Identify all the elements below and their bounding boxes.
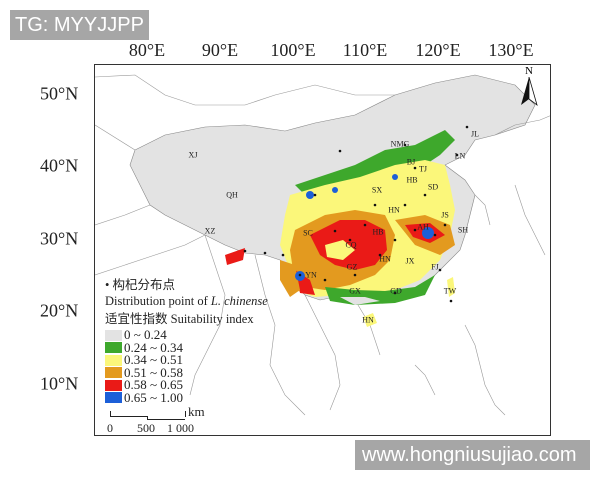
legend-class: 0.34 ~ 0.51 [105, 352, 268, 368]
distribution-points [243, 125, 469, 303]
province-label: HB [372, 227, 384, 237]
latitude-label: 10°N [40, 373, 79, 394]
province-label: NMG [390, 139, 410, 149]
legend-class: 0.58 ~ 0.65 [105, 377, 268, 393]
province-label: QH [226, 190, 238, 200]
legend-swatch [105, 329, 122, 341]
legend-class: 0 ~ 0.24 [105, 327, 268, 343]
longitude-label: 90°E [201, 40, 239, 60]
map-frame: XJ QH XZ NMG JL LN BJ TJ HB SX SD HN JS AH SH SC HB CQ HN J… [94, 64, 551, 436]
legend-swatch [105, 342, 122, 354]
longitude-label: 120°E [415, 40, 461, 60]
province-label: SC [303, 228, 313, 238]
province-label: TW [443, 286, 457, 296]
province-label: JX [405, 256, 415, 266]
legend: • 构杞分布点 Distribution point of L. chinens… [105, 277, 268, 435]
province-label: TJ [419, 164, 427, 174]
province-label: HN [388, 205, 400, 215]
legend-swatch [105, 354, 122, 366]
province-label: SD [427, 182, 439, 192]
province-label: FJ [431, 262, 439, 272]
watermark-top: TG: MYYJJPP [10, 10, 149, 40]
province-label: YN [305, 270, 317, 280]
province-label: JS [441, 210, 449, 220]
scale-bar: km 0 500 1 000 [105, 404, 225, 435]
legend-point-label: • 构杞分布点 [105, 278, 176, 292]
scale-tick-1000: 1 000 [167, 421, 194, 435]
province-label: GX [349, 286, 361, 296]
longitude-label: 80°E [128, 40, 166, 60]
latitude-label: 20°N [40, 300, 79, 321]
longitude-label: 130°E [488, 40, 534, 60]
longitude-label: 100°E [270, 40, 316, 60]
province-label: XZ [204, 226, 216, 236]
province-label: AH [417, 222, 429, 232]
province-label: GD [390, 286, 402, 296]
point-dot-icon: • [105, 278, 113, 292]
suitability-zones [225, 130, 455, 327]
legend-range: 0.51 ~ 0.58 [124, 364, 184, 380]
north-label: N [525, 65, 533, 77]
province-label: JL [471, 129, 479, 139]
north-arrow: N [517, 65, 541, 110]
latitude-label: 50°N [40, 83, 79, 104]
longitude-label: 110°E [342, 40, 388, 60]
scale-unit: km [188, 404, 205, 419]
scale-tick-0: 0 [107, 421, 113, 435]
legend-index-title: 适宜性指数 Suitability index [105, 312, 254, 326]
legend-range: 0.65 ~ 1.00 [124, 389, 184, 405]
province-label: GZ [346, 262, 358, 272]
province-label: SX [371, 185, 383, 195]
north-arrow-icon [521, 76, 538, 107]
legend-swatch [105, 379, 122, 391]
legend-class: 0.24 ~ 0.34 [105, 339, 268, 355]
country-borders [95, 74, 550, 416]
legend-range: 0 ~ 0.24 [124, 327, 167, 343]
legend-class: 0.65 ~ 1.00 [105, 389, 268, 405]
province-label: LN [454, 151, 466, 161]
legend-point-label-en: Distribution point of L. chinense [105, 294, 268, 308]
province-label: HN [362, 315, 374, 325]
legend-range: 0.24 ~ 0.34 [124, 339, 184, 355]
legend-classes: 0 ~ 0.24 0.24 ~ 0.34 0.34 ~ 0.51 0.51 ~ 0.5… [105, 327, 268, 405]
province-label: CQ [345, 240, 357, 250]
legend-class: 0.51 ~ 0.58 [105, 364, 268, 380]
legend-swatch [105, 392, 122, 404]
watermark-bottom: www.hongniusujiao.com [355, 440, 590, 470]
legend-swatch [105, 367, 122, 379]
province-label: SH [457, 225, 469, 235]
latitude-label: 30°N [40, 228, 79, 249]
province-label: XJ [188, 150, 198, 160]
scale-tick-500: 500 [137, 421, 155, 435]
map-canvas [95, 74, 550, 416]
province-label: HN [379, 254, 391, 264]
latitude-label: 40°N [40, 155, 79, 176]
legend-range: 0.58 ~ 0.65 [124, 377, 184, 393]
province-label: BJ [406, 157, 416, 167]
province-label: HB [406, 175, 418, 185]
legend-range: 0.34 ~ 0.51 [124, 352, 184, 368]
